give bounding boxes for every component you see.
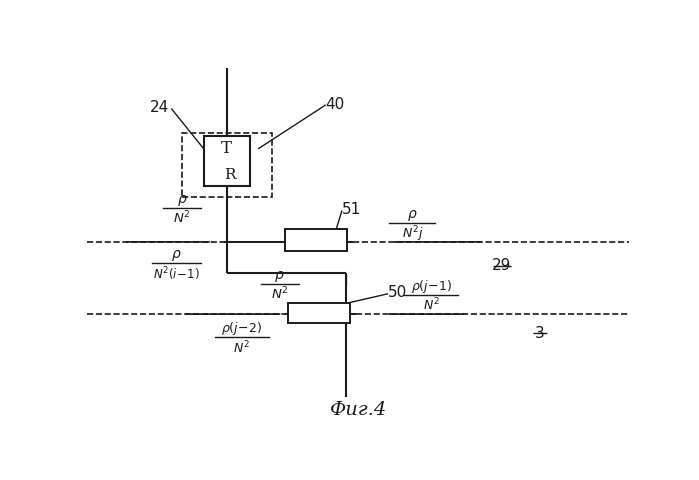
Text: 51: 51	[342, 202, 361, 216]
Text: $\rho$: $\rho$	[171, 248, 182, 263]
Text: $N^2 j$: $N^2 j$	[402, 224, 423, 243]
Text: $N^2$: $N^2$	[233, 338, 250, 355]
Text: 50: 50	[388, 285, 408, 300]
Text: $N^2(i\!-\!1)$: $N^2(i\!-\!1)$	[153, 264, 200, 282]
Bar	[288, 303, 350, 324]
Bar	[285, 229, 347, 252]
Text: 24: 24	[150, 100, 169, 115]
Text: T: T	[222, 140, 232, 157]
Text: $N^2$: $N^2$	[271, 285, 289, 301]
Text: 3: 3	[535, 325, 545, 340]
Text: $N^2$: $N^2$	[173, 209, 191, 226]
Text: $\rho(j\!-\!1)$: $\rho(j\!-\!1)$	[411, 277, 452, 294]
Text: $\rho(j\!-\!2)$: $\rho(j\!-\!2)$	[221, 320, 262, 336]
Text: R: R	[224, 168, 236, 181]
Bar	[182, 133, 271, 198]
Text: 29: 29	[492, 257, 512, 272]
Text: $\rho$: $\rho$	[407, 207, 418, 222]
Text: Фиг.4: Фиг.4	[330, 400, 387, 418]
Text: $\rho$: $\rho$	[177, 192, 187, 207]
Text: 40: 40	[326, 96, 345, 111]
Text: $N^2$: $N^2$	[423, 296, 440, 312]
Bar	[204, 137, 250, 187]
Text: $\rho$: $\rho$	[275, 268, 285, 283]
